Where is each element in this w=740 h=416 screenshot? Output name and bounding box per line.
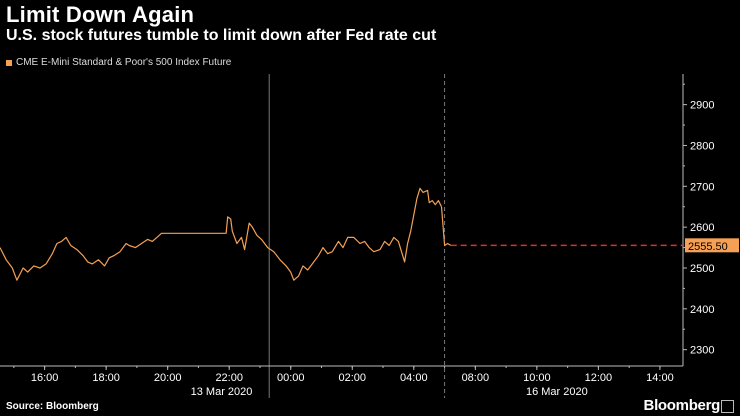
legend-swatch	[6, 59, 12, 66]
x-tick-label: 14:00	[646, 372, 674, 384]
x-tick-label: 04:00	[400, 372, 428, 384]
x-tick-label: 20:00	[154, 372, 182, 384]
source-note: Source: Bloomberg	[6, 401, 99, 412]
x-tick-label: 16:00	[31, 372, 59, 384]
last-value-label-bg	[685, 238, 739, 253]
x-tick-label: 22:00	[215, 372, 243, 384]
x-tick-label: 18:00	[92, 372, 120, 384]
y-tick-label: 2300	[690, 345, 714, 357]
legend-label: CME E-Mini Standard & Poor's 500 Index F…	[16, 57, 232, 68]
legend: CME E-Mini Standard & Poor's 500 Index F…	[6, 57, 231, 68]
y-tick-label: 2800	[690, 140, 714, 152]
x-tick-label: 00:00	[277, 372, 305, 384]
bloomberg-mark-icon	[721, 400, 734, 413]
chart-subtitle: U.S. stock futures tumble to limit down …	[6, 27, 437, 44]
x-tick-label: 02:00	[339, 372, 367, 384]
x-tick-label: 08:00	[462, 372, 490, 384]
x-date-label: 13 Mar 2020	[191, 386, 253, 398]
price-line-post-break	[440, 206, 452, 247]
y-tick-label: 2400	[690, 304, 714, 316]
last-value-label: 2555.50	[688, 241, 728, 253]
x-date-label: 16 Mar 2020	[526, 386, 588, 398]
chart-title: Limit Down Again	[6, 2, 195, 27]
y-tick-label: 2700	[690, 181, 714, 193]
y-tick-label: 2600	[690, 222, 714, 234]
bloomberg-logo: Bloomberg	[643, 397, 721, 414]
y-tick-label: 2500	[690, 263, 714, 275]
y-tick-label: 2900	[690, 100, 714, 112]
x-tick-label: 12:00	[585, 372, 613, 384]
price-line-pre-break	[0, 187, 443, 281]
x-tick-label: 10:00	[523, 372, 551, 384]
